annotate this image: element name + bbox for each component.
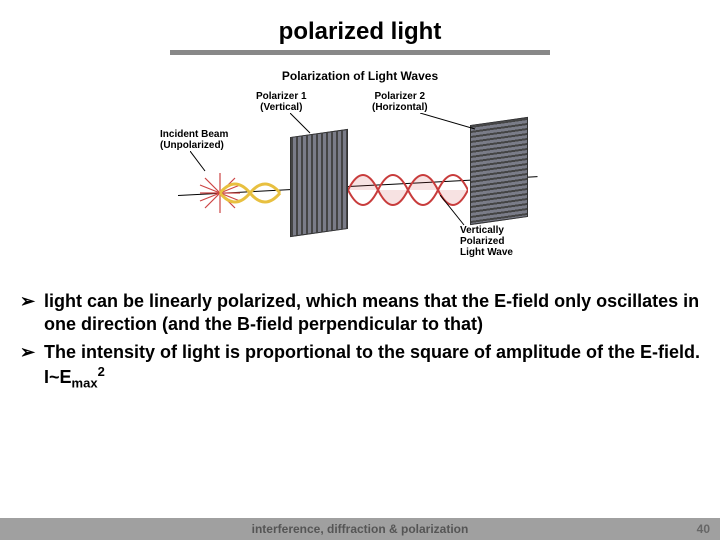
label-text: Polarized [460,236,504,247]
label-polarizer1: Polarizer 1 (Vertical) [256,91,307,113]
label-text: Polarizer 1 [256,91,307,102]
leader-line-icon [290,113,320,137]
leader-line-icon [440,195,470,229]
label-incident: Incident Beam (Unpolarized) [160,129,228,151]
polarization-diagram: Polarization of Light Waves Polarizer 1 … [160,65,560,275]
subscript: max [72,375,98,390]
slide-title: polarized light [0,0,720,50]
slide-footer: interference, diffraction & polarization… [0,518,720,540]
bullet-text-main: The intensity of light is proportional t… [44,342,700,387]
label-text: Polarizer 2 [374,91,425,102]
diagram-title: Polarization of Light Waves [282,69,438,83]
bullet-marker-icon: ➢ [20,290,44,335]
bullet-list: ➢ light can be linearly polarized, which… [20,290,700,397]
superscript: 2 [98,364,105,379]
label-polarizer2: Polarizer 2 (Horizontal) [372,91,428,113]
footer-text: interference, diffraction & polarization [252,522,469,536]
bullet-text: The intensity of light is proportional t… [44,341,700,391]
leader-line-icon [420,113,480,137]
page-number: 40 [697,522,710,536]
label-text: Light Wave [460,247,513,258]
title-underline [170,50,550,55]
label-text: (Unpolarized) [160,140,224,151]
leader-line-icon [190,151,210,175]
label-text: (Horizontal) [372,102,428,113]
bullet-text: light can be linearly polarized, which m… [44,290,700,335]
label-output: Vertically Polarized Light Wave [460,225,513,258]
bullet-marker-icon: ➢ [20,341,44,391]
bullet-item: ➢ The intensity of light is proportional… [20,341,700,391]
bullet-item: ➢ light can be linearly polarized, which… [20,290,700,335]
label-text: (Vertical) [260,102,302,113]
polarizer-1 [290,129,348,237]
label-text: Incident Beam [160,129,228,140]
